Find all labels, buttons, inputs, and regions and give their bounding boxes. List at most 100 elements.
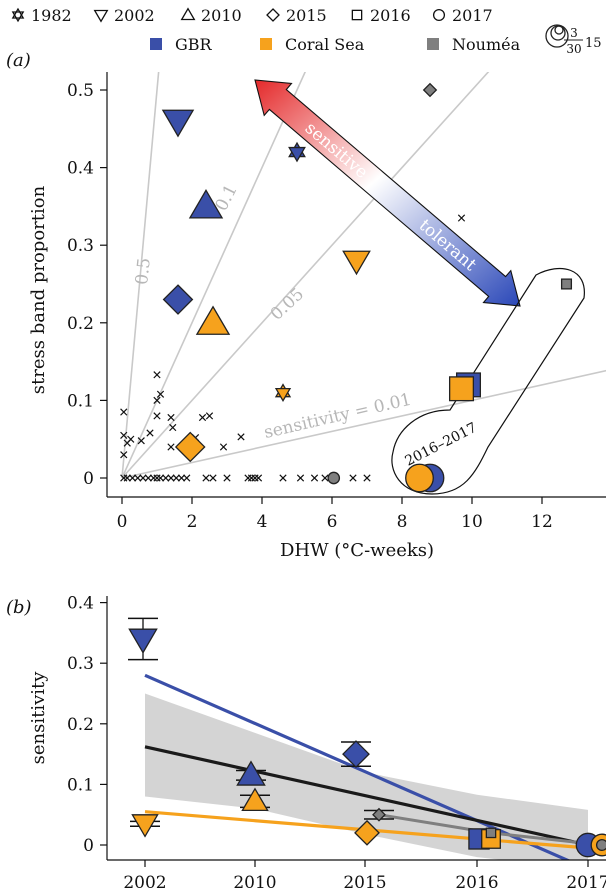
point-2002-tri-down — [342, 250, 371, 276]
panel-b-y-label: sensitivity — [28, 671, 49, 765]
point-2010-tri-up — [188, 189, 224, 219]
reference-rays — [121, 72, 606, 479]
minor-point — [167, 413, 175, 422]
legend-year-label: 2017 — [452, 6, 493, 25]
minor-point — [202, 474, 210, 482]
minor-point — [205, 412, 214, 420]
x-tick-label: 2 — [187, 512, 198, 532]
point-nouma-circle — [595, 838, 606, 852]
point-nouma-square — [485, 827, 497, 839]
point-1982-star — [274, 383, 292, 403]
panel-a-ticks: 0 2 4 6 8 10 12 0 0.1 0.2 0.3 0.4 0.5 — [67, 81, 553, 532]
legend-year-label: 2010 — [201, 6, 242, 25]
minor-point — [146, 429, 154, 437]
legend-year-label: 1982 — [31, 6, 72, 25]
minor-point — [167, 474, 175, 482]
minor-point — [139, 474, 147, 482]
minor-point — [172, 474, 180, 482]
minor-point — [244, 474, 252, 482]
x-tick-label: 0 — [117, 512, 128, 532]
reference-ray-label: 0.05 — [267, 284, 308, 324]
minor-point — [237, 433, 245, 441]
point-1982-star — [288, 141, 306, 163]
minor-point — [120, 408, 128, 416]
y-tick-label: 0.3 — [67, 654, 94, 674]
trend-line — [144, 673, 571, 860]
minor-point — [156, 474, 165, 482]
minor-point — [183, 474, 191, 482]
y-tick-label: 0.1 — [67, 391, 94, 411]
legend-region-label: GBR — [175, 35, 213, 54]
legend-swatch — [427, 38, 439, 50]
legend-swatch — [150, 38, 162, 50]
sensitivity-points — [128, 628, 606, 858]
legend-tri-up-icon — [180, 7, 196, 21]
legend-star-icon — [11, 7, 25, 23]
minor-point — [296, 474, 305, 482]
legend-square-icon — [351, 9, 363, 21]
point-gbr-diamond — [342, 740, 370, 769]
point-2016-square — [448, 376, 475, 402]
minor-point — [254, 474, 263, 482]
reference-ray — [121, 72, 306, 479]
minor-point — [209, 474, 217, 482]
minor-point — [169, 423, 177, 432]
cluster-label: 2016–2017 — [403, 420, 480, 470]
size-key-top: 3 — [570, 26, 578, 40]
minor-point — [349, 474, 357, 482]
point-2002-tri-down — [161, 109, 195, 138]
minor-point — [162, 474, 170, 482]
legend-diamond-icon — [266, 8, 280, 22]
minor-points — [120, 214, 466, 482]
minor-point — [144, 474, 152, 482]
reference-ray-label: 0.5 — [132, 257, 155, 286]
minor-point — [177, 474, 186, 482]
legend: 1982 2002 2010 2015 2016 2017 GBR Coral Sea Nou… — [11, 6, 602, 56]
panel-b-label: (b) — [6, 597, 32, 618]
size-key-icon: 3 30 15 — [545, 24, 602, 56]
minor-point — [153, 396, 161, 405]
x-tick-label: 2010 — [233, 873, 276, 892]
x-tick-label: 2015 — [343, 873, 386, 892]
point-2017-circle — [405, 463, 434, 493]
panel-b: 2002 2010 2015 2016 2017 0 0.1 0.2 0.3 0.4 sensit… — [28, 594, 606, 892]
point-coralsea-tri-up — [241, 787, 269, 812]
x-tick-label: 6 — [327, 512, 338, 532]
point-2015-diamond — [162, 284, 194, 315]
x-tick-label: 8 — [397, 512, 408, 532]
x-tick-label: 4 — [257, 512, 268, 532]
point-2010-tri-up — [195, 305, 231, 335]
legend-swatch — [260, 38, 272, 50]
y-tick-label: 0.5 — [67, 81, 94, 101]
point-2016-square — [560, 278, 573, 290]
y-tick-label: 0.4 — [67, 159, 94, 179]
minor-point — [153, 412, 161, 420]
x-tick-label: 12 — [531, 512, 553, 532]
point-coralsea-diamond — [354, 819, 380, 846]
minor-point — [251, 474, 259, 482]
minor-point — [310, 474, 319, 482]
minor-point — [167, 443, 175, 451]
legend-region-label: Nouméa — [452, 35, 521, 54]
minor-point — [153, 371, 161, 379]
minor-point — [156, 390, 165, 398]
legend-tri-down-icon — [93, 9, 109, 23]
legend-year-label: 2002 — [114, 6, 155, 25]
minor-point — [128, 474, 137, 482]
minor-point — [149, 474, 158, 482]
trend-line — [144, 745, 589, 847]
y-tick-label: 0.1 — [67, 775, 94, 795]
y-tick-label: 0 — [83, 469, 94, 489]
year-region-points — [161, 82, 573, 493]
point-gbr-tri-up — [236, 760, 266, 786]
minor-point — [120, 451, 128, 459]
minor-point — [457, 214, 466, 222]
point-2017-circle — [327, 471, 341, 485]
y-tick-label: 0.4 — [67, 594, 94, 614]
x-tick-label: 2016 — [455, 873, 498, 892]
panel-a-y-label: stress band proportion — [28, 185, 49, 394]
legend-year-label: 2016 — [370, 6, 411, 25]
size-key-bottom: 30 — [566, 42, 581, 56]
